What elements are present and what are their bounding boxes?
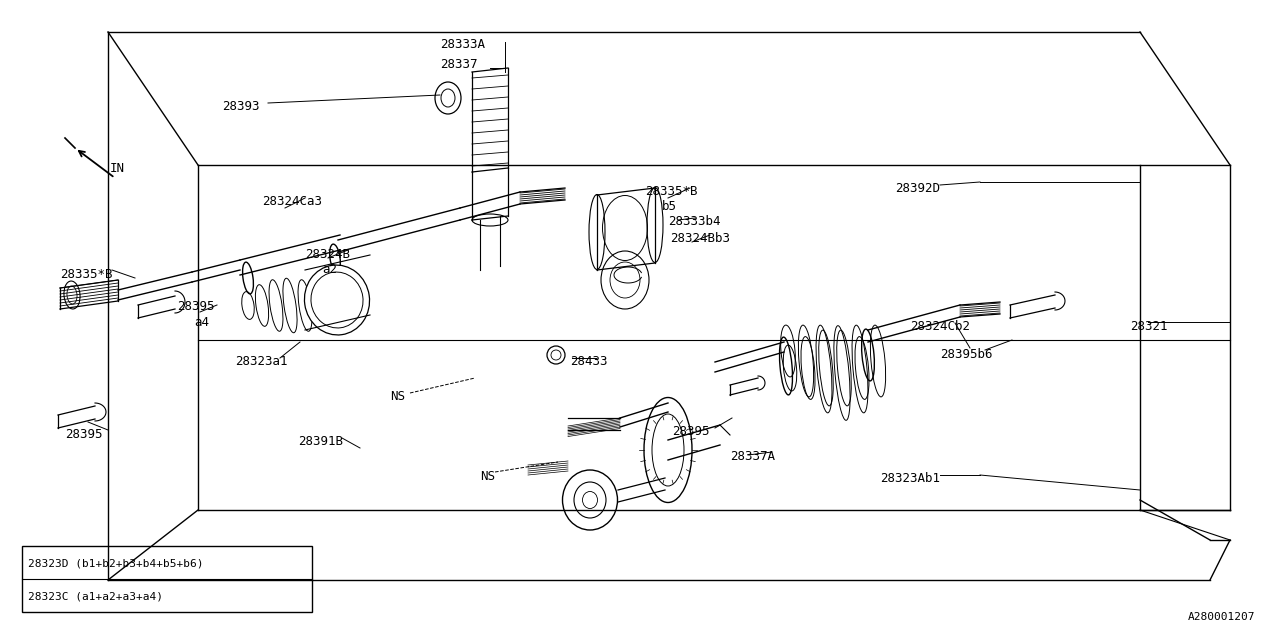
Text: 28395b6: 28395b6 [940, 348, 992, 361]
Text: 28323Ab1: 28323Ab1 [881, 472, 940, 485]
Text: 28392D: 28392D [895, 182, 940, 195]
Text: NS: NS [480, 470, 495, 483]
Ellipse shape [311, 272, 364, 328]
Text: 28323D (b1+b2+b3+b4+b5+b6): 28323D (b1+b2+b3+b4+b5+b6) [28, 559, 204, 569]
Text: 28333A: 28333A [440, 38, 485, 51]
Text: b5: b5 [662, 200, 677, 213]
Text: 28395: 28395 [177, 300, 215, 313]
Text: NS: NS [390, 390, 404, 403]
Text: a4: a4 [195, 316, 209, 329]
Text: a2: a2 [323, 263, 337, 276]
Text: A280001207: A280001207 [1188, 612, 1254, 622]
Ellipse shape [305, 265, 370, 335]
Text: 28337A: 28337A [730, 450, 774, 463]
Text: 28324Bb3: 28324Bb3 [669, 232, 730, 245]
Text: 28324Ca3: 28324Ca3 [262, 195, 323, 208]
Bar [22, 546, 312, 612]
Text: 28395: 28395 [65, 428, 102, 441]
Text: 28324Cb2: 28324Cb2 [910, 320, 970, 333]
Text: 28333b4: 28333b4 [668, 215, 721, 228]
Text: 28395: 28395 [672, 425, 709, 438]
Text: 28391B: 28391B [298, 435, 343, 448]
Text: 28324B: 28324B [305, 248, 349, 261]
Text: 28335*B: 28335*B [60, 268, 113, 281]
Text: 28323a1: 28323a1 [236, 355, 288, 368]
Text: 28335*B: 28335*B [645, 185, 698, 198]
Text: 28323C (a1+a2+a3+a4): 28323C (a1+a2+a3+a4) [28, 591, 163, 601]
Text: 28433: 28433 [570, 355, 608, 368]
Text: 28321: 28321 [1130, 320, 1167, 333]
Text: 28337: 28337 [440, 58, 477, 71]
Text: 28393: 28393 [221, 100, 260, 113]
Text: IN: IN [110, 162, 125, 175]
